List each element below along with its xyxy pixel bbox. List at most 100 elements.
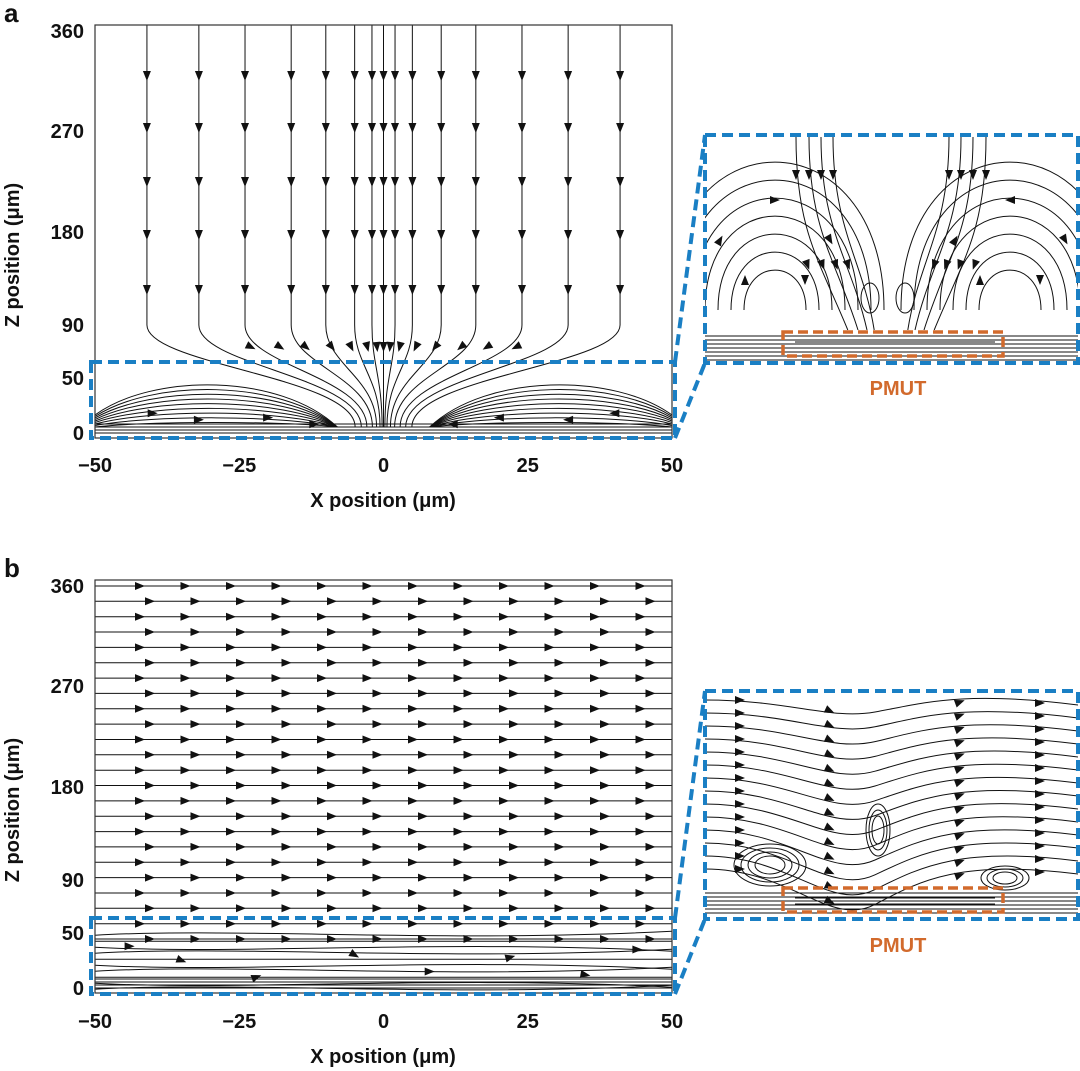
flow-arrow	[408, 612, 418, 621]
flow-arrow	[362, 889, 373, 897]
flow-arrow	[271, 919, 282, 928]
y-tick-label: 90	[62, 870, 84, 892]
flow-arrow	[1035, 855, 1045, 863]
flow-arrow	[554, 689, 565, 698]
flow-arrow	[616, 71, 625, 81]
inset-stream	[705, 829, 1078, 866]
panel-a-zoom-connector-top	[673, 134, 707, 363]
flow-arrow	[418, 935, 428, 943]
flow-arrow	[554, 781, 565, 790]
vortex-line	[978, 269, 1042, 311]
flow-arrow	[362, 827, 373, 836]
vortex-loop	[992, 871, 1018, 885]
flow-arrow	[509, 750, 519, 759]
vortex-line	[965, 251, 1055, 311]
panel-b-plot-frame	[94, 579, 673, 994]
flow-arrow	[554, 750, 565, 759]
flow-arrow	[368, 177, 376, 187]
flow-arrow	[823, 719, 835, 728]
flow-arrow	[175, 955, 187, 963]
flow-arrow	[590, 858, 600, 867]
flow-arrow	[564, 285, 573, 295]
flow-arrow	[321, 285, 330, 295]
flow-arrow	[193, 415, 204, 424]
vortex-line	[95, 422, 338, 428]
flow-arrow	[544, 766, 555, 775]
flow-arrow	[823, 866, 835, 875]
flow-arrow	[135, 735, 145, 744]
y-tick-label: 180	[51, 222, 84, 244]
inset-stream	[933, 136, 987, 331]
vortex-line	[429, 398, 672, 428]
flow-arrow	[823, 793, 835, 802]
flow-arrow	[802, 258, 810, 270]
flow-arrow	[463, 689, 474, 698]
flow-arrow	[408, 827, 418, 836]
flow-arrow	[635, 766, 646, 775]
flow-arrow	[1035, 764, 1045, 772]
flow-arrow	[453, 766, 464, 775]
flow-arrow	[391, 230, 399, 240]
flow-arrow	[1035, 790, 1045, 798]
flow-arrow	[413, 340, 422, 352]
flow-arrow	[632, 945, 643, 954]
flow-arrow	[590, 919, 600, 928]
flow-arrow	[372, 689, 383, 698]
flow-arrow	[362, 341, 370, 352]
flow-arrow	[287, 285, 296, 295]
panel-a-y-axis-label: Z position (μm)	[2, 183, 24, 327]
flow-arrow	[823, 734, 835, 743]
flow-arrow	[645, 720, 656, 729]
flow-arrow	[271, 766, 282, 775]
flow-arrow	[241, 71, 249, 81]
flow-arrow	[281, 658, 292, 667]
flow-arrow	[281, 812, 292, 821]
flow-arrow	[437, 71, 446, 81]
x-tick-label: −50	[78, 455, 112, 477]
panel-b-streamlines	[95, 582, 672, 991]
flow-arrow	[645, 597, 656, 606]
panel-b-y-ticks: 0 50 90 180 270 360	[51, 576, 84, 1000]
flow-arrow	[590, 827, 600, 836]
flow-arrow	[321, 177, 330, 187]
flow-arrow	[317, 704, 327, 713]
flow-arrow	[271, 889, 282, 897]
panel-b-inset-frame	[703, 689, 1080, 921]
vortex-line	[95, 384, 338, 428]
flow-arrow	[362, 643, 373, 652]
flow-arrow	[135, 643, 145, 652]
vortex-loop	[871, 815, 885, 845]
y-tick-label: 360	[51, 21, 84, 43]
inset-stream	[705, 750, 1078, 775]
vortex-line	[95, 930, 672, 937]
flow-arrow	[823, 705, 835, 714]
flow-arrow	[437, 123, 446, 133]
flow-arrow	[735, 865, 745, 873]
flow-arrow	[453, 643, 464, 652]
vortex-line	[95, 403, 338, 428]
vortex-line	[95, 964, 672, 970]
flow-arrow	[823, 837, 835, 846]
flow-arrow	[408, 704, 418, 713]
inset-stream	[705, 724, 1078, 745]
flow-arrow	[471, 230, 480, 240]
flow-arrow	[145, 812, 155, 821]
flow-arrow	[299, 340, 310, 351]
flow-arrow	[471, 177, 480, 187]
vortex-loop	[733, 843, 807, 887]
flow-arrow	[194, 123, 203, 133]
flow-arrow	[600, 904, 610, 913]
flow-arrow	[368, 71, 376, 81]
flow-arrow	[190, 873, 201, 882]
flow-arrow	[321, 123, 330, 133]
panel-a-inset-streamlines	[705, 136, 1078, 361]
flow-arrow	[554, 658, 565, 667]
x-tick-label: 25	[517, 455, 539, 477]
vortex-line	[900, 161, 1078, 311]
flow-arrow	[194, 71, 203, 81]
flow-arrow	[281, 597, 292, 606]
flow-arrow	[499, 643, 509, 652]
flow-arrow	[544, 827, 555, 836]
flow-arrow	[544, 704, 555, 713]
